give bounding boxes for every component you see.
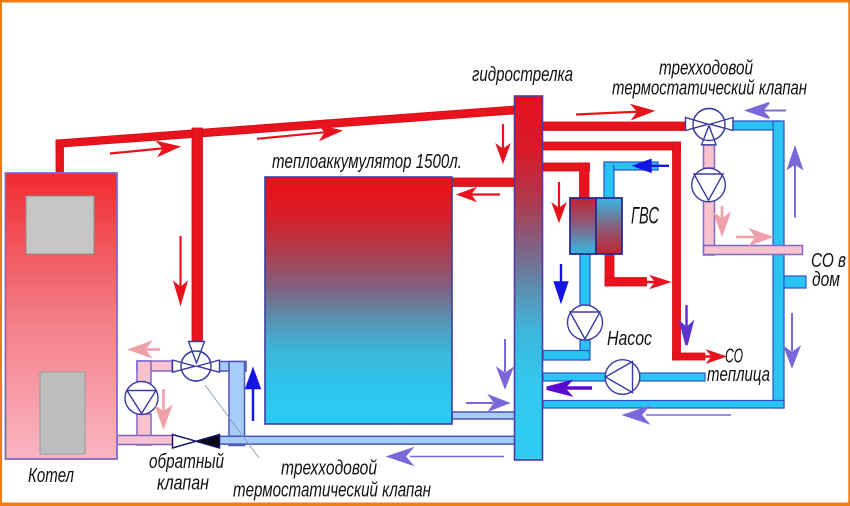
svg-text:дом: дом xyxy=(812,269,840,291)
svg-text:термостатический клапан: термостатический клапан xyxy=(612,78,807,100)
svg-text:гидрострелка: гидрострелка xyxy=(472,64,573,86)
svg-text:обратный: обратный xyxy=(149,451,224,473)
svg-text:трехходовой: трехходовой xyxy=(281,458,377,480)
svg-text:Котел: Котел xyxy=(28,465,74,487)
svg-text:клапан: клапан xyxy=(157,473,209,495)
svg-text:термостатический клапан: термостатический клапан xyxy=(233,480,431,502)
svg-text:теплоаккумулятор 1500л.: теплоаккумулятор 1500л. xyxy=(272,151,462,173)
svg-text:трехходовой: трехходовой xyxy=(659,58,753,80)
svg-text:ГВС: ГВС xyxy=(631,203,659,230)
svg-text:СО: СО xyxy=(725,346,743,368)
svg-text:СО в: СО в xyxy=(811,250,846,272)
svg-text:теплица: теплица xyxy=(707,364,770,386)
svg-text:Насос: Насос xyxy=(607,328,652,350)
